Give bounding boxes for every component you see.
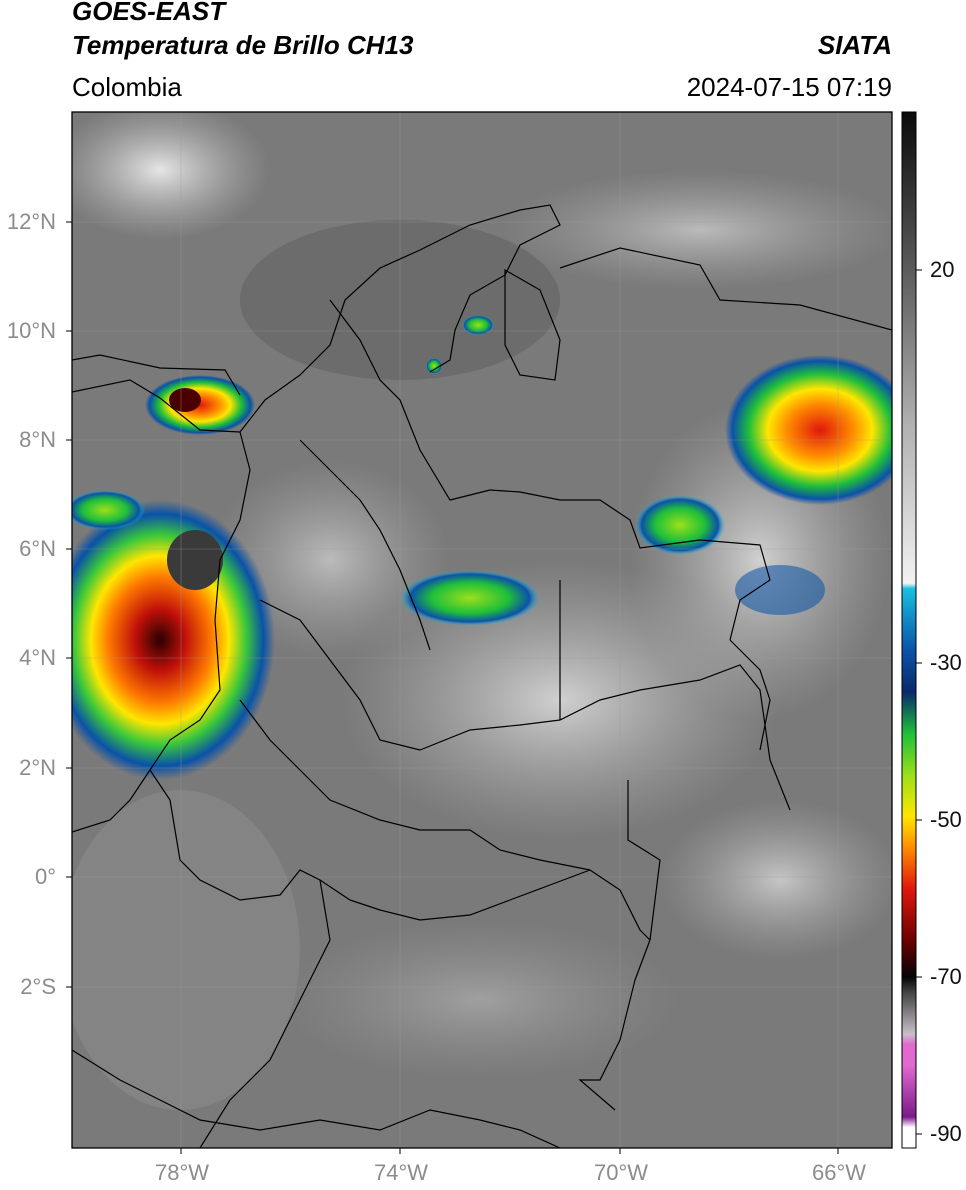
colorbar-label: -50 [930,807,962,832]
region-label: Colombia [72,72,182,102]
country-borders [72,204,892,1148]
storm-venezuela [725,355,892,505]
colorbar [901,111,917,1149]
storm-uraba [145,375,255,435]
lat-label: 2°N [19,755,56,780]
lat-label: 12°N [6,209,56,234]
colorbar-label: -90 [930,1121,962,1146]
lon-label: 74°W [374,1160,429,1185]
lat-label: 6°N [19,536,56,561]
product-title: Temperatura de Brillo CH13 [72,30,414,60]
colorbar-label: 20 [930,257,955,282]
datetime-label: 2024-07-15 07:19 [686,72,892,102]
storm-orinoco-west [400,570,540,626]
satellite-image [72,112,892,1148]
lat-label: 8°N [19,427,56,452]
lat-label: 4°N [19,645,56,670]
brand-label: SIATA [817,30,892,60]
lon-label: 66°W [812,1160,867,1185]
lat-label: 0° [34,864,56,889]
map-frame [71,111,893,1149]
colorbar-label: -70 [930,964,962,989]
lon-label: 78°W [155,1160,210,1185]
lat-label: 2°S [20,974,56,999]
satellite-title: GOES-EAST [72,0,226,26]
colorbar-label: -30 [930,650,962,675]
lat-label: 10°N [6,318,56,343]
lon-label: 70°W [594,1160,649,1185]
storm-pacific-main [72,500,275,780]
